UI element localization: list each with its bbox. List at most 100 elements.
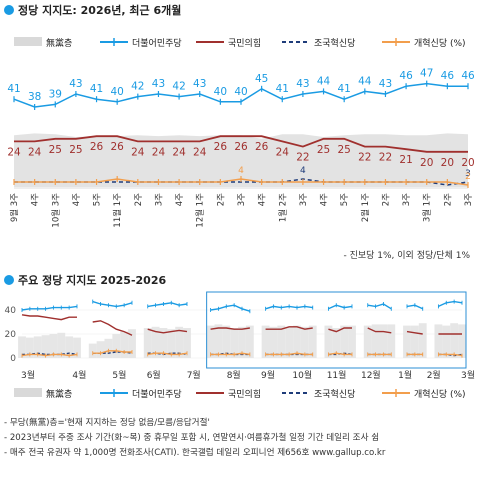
- x-tick-label: 4주: [320, 193, 330, 206]
- area-bar: [300, 326, 309, 358]
- data-label: 40: [110, 86, 123, 98]
- data-label: 26: [255, 141, 269, 153]
- series-line-개혁신당: [210, 352, 250, 356]
- x-tick-label: 4주: [72, 193, 82, 206]
- x-tick-label: 5주: [93, 193, 103, 206]
- data-label: 40: [214, 86, 227, 98]
- x-tick-label: 12월: [361, 369, 381, 381]
- data-label: 24: [276, 146, 290, 158]
- chart1-legend: 無黨층 더불어민주당 국민의힘 조국혁신당 개혁신당 (%): [14, 37, 466, 49]
- chart1-footnote: - 진보당 1%, 이외 정당/단체 1%: [343, 251, 470, 261]
- area-bar: [57, 332, 66, 358]
- area-bar: [96, 341, 105, 358]
- data-label: 2: [465, 172, 471, 182]
- area-bar: [434, 324, 443, 358]
- chart2-title: 주요 정당 지지도 2025-2026: [4, 272, 166, 288]
- data-label: 46: [461, 70, 475, 82]
- legend-item-개혁신당-: 개혁신당 (%): [382, 389, 466, 400]
- data-label: 20: [441, 157, 454, 169]
- data-label: 24: [172, 146, 186, 158]
- area-bar: [387, 324, 396, 358]
- series-line-더불어민주당: [406, 304, 424, 310]
- area-bar: [25, 337, 34, 358]
- series-line-국민의힘: [328, 327, 352, 333]
- series-line-국민의힘: [265, 326, 313, 330]
- legend-label: 더불어민주당: [132, 389, 182, 400]
- data-label: 4: [300, 166, 306, 176]
- data-label: 22: [358, 152, 371, 164]
- data-label: 24: [193, 146, 207, 158]
- x-tick-label: 5월: [112, 369, 126, 381]
- area-bar: [230, 328, 239, 358]
- legend-swatch: [14, 388, 42, 397]
- area-bar: [293, 325, 301, 358]
- x-tick-label: 1월 2주: [277, 193, 288, 222]
- area-bar: [49, 334, 58, 358]
- legend-label: 개혁신당 (%): [414, 389, 466, 400]
- series-area-no-party: [14, 133, 468, 187]
- x-tick-label: 7월: [187, 369, 201, 381]
- x-tick-label: 3주: [154, 193, 164, 206]
- chart1-title: 정당 지지도: 2026년, 최근 6개월: [4, 2, 181, 18]
- series-line-더불어민주당: [265, 305, 313, 310]
- bullet-icon: [4, 5, 14, 15]
- series-line-개혁신당: [21, 353, 78, 357]
- area-bar: [332, 328, 341, 358]
- data-label: 25: [69, 144, 82, 156]
- data-label: 25: [337, 144, 350, 156]
- data-label: 24: [7, 146, 21, 158]
- data-label: 24: [28, 146, 42, 158]
- data-label: 22: [296, 152, 309, 164]
- series-line-국민의힘: [92, 320, 133, 336]
- area-bar: [159, 328, 168, 358]
- data-label: 26: [234, 141, 248, 153]
- legend-label: 국민의힘: [228, 389, 261, 400]
- area-bar: [167, 329, 176, 358]
- legend-item-국민의힘: 국민의힘: [196, 389, 261, 400]
- legend-label: 조국혁신당: [314, 389, 355, 400]
- x-tick-label: 3월: [461, 369, 475, 381]
- area-bar: [65, 336, 74, 358]
- x-tick-label: 10월 3주: [50, 193, 61, 228]
- data-label: 25: [317, 144, 330, 156]
- area-bar: [245, 325, 254, 358]
- series-line-더불어민주당: [147, 302, 188, 308]
- area-bar: [183, 328, 191, 358]
- area-bar: [442, 325, 451, 358]
- data-label: 46: [441, 70, 455, 82]
- x-tick-label: 2주: [216, 193, 226, 206]
- area-bar: [277, 325, 286, 358]
- area-bar: [143, 328, 152, 358]
- legend-label: 無黨층: [46, 37, 72, 49]
- legend-swatch: [14, 37, 42, 46]
- data-label: 24: [131, 146, 145, 158]
- area-bar: [112, 334, 121, 358]
- data-label: 22: [379, 152, 392, 164]
- data-label: 4: [238, 166, 244, 176]
- data-label: 42: [131, 81, 144, 93]
- data-label: 26: [110, 141, 124, 153]
- data-label: 39: [49, 88, 62, 100]
- bullet-icon: [4, 275, 14, 285]
- x-tick-label: 3주: [299, 193, 309, 206]
- legend-item-조국혁신당: 조국혁신당: [282, 389, 355, 400]
- area-bar: [33, 336, 42, 358]
- x-tick-label: 2주: [134, 193, 144, 206]
- data-label: 46: [399, 70, 413, 82]
- area-bar: [458, 324, 466, 358]
- area-bar: [410, 325, 419, 358]
- area-bar: [128, 329, 136, 358]
- x-tick-label: 8월: [227, 369, 241, 381]
- x-tick-label: 5주: [340, 193, 350, 206]
- data-label: 41: [337, 83, 350, 95]
- x-tick-label: 3주: [237, 193, 247, 206]
- x-tick-label: 2주: [443, 193, 453, 206]
- series-line-더불어민주당: [367, 303, 392, 310]
- x-tick-label: 1월: [398, 369, 412, 381]
- data-label: 40: [234, 86, 247, 98]
- area-bar: [206, 325, 215, 358]
- data-label: 43: [193, 78, 206, 90]
- series-line-국민의힘: [367, 327, 392, 334]
- series-line-더불어민주당: [21, 305, 78, 311]
